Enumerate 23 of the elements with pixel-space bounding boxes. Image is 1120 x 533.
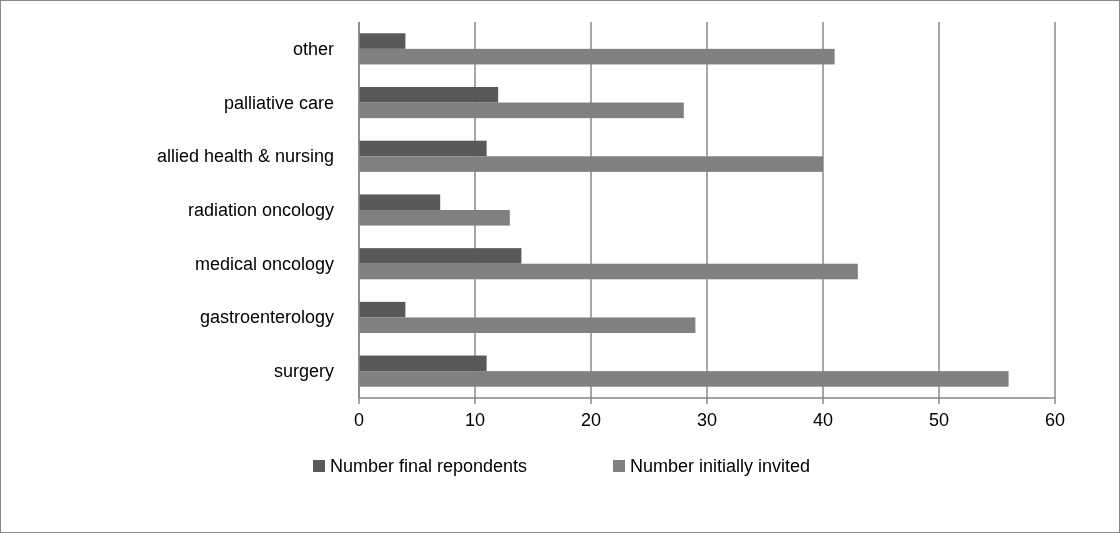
y-tick-label: gastroenterology xyxy=(199,307,334,328)
x-tick-label: 40 xyxy=(812,410,834,430)
y-tick-label: radiation oncology xyxy=(187,200,334,220)
x-tick-label: 60 xyxy=(1044,410,1066,430)
bar xyxy=(359,355,487,372)
y-tick-label: allied health & nursing xyxy=(156,146,334,167)
y-tick-label: palliative care xyxy=(223,92,334,113)
bar xyxy=(359,248,522,264)
x-tick-label: 50 xyxy=(928,410,950,430)
y-tick-label: surgery xyxy=(273,361,334,382)
legend-label: Number final repondents xyxy=(330,456,528,476)
legend-label: Number initially invited xyxy=(630,456,811,476)
bar xyxy=(359,140,487,157)
y-tick-label: other xyxy=(292,38,334,59)
x-tick-label: 20 xyxy=(580,410,602,430)
x-tick-label: 30 xyxy=(696,410,718,430)
bar xyxy=(359,194,441,210)
x-tick-label: 0 xyxy=(353,410,365,430)
bar xyxy=(359,33,406,49)
x-tick-label: 10 xyxy=(464,410,486,430)
bar xyxy=(359,301,406,318)
y-tick-label: medical oncology xyxy=(194,253,334,274)
bar xyxy=(359,86,499,103)
